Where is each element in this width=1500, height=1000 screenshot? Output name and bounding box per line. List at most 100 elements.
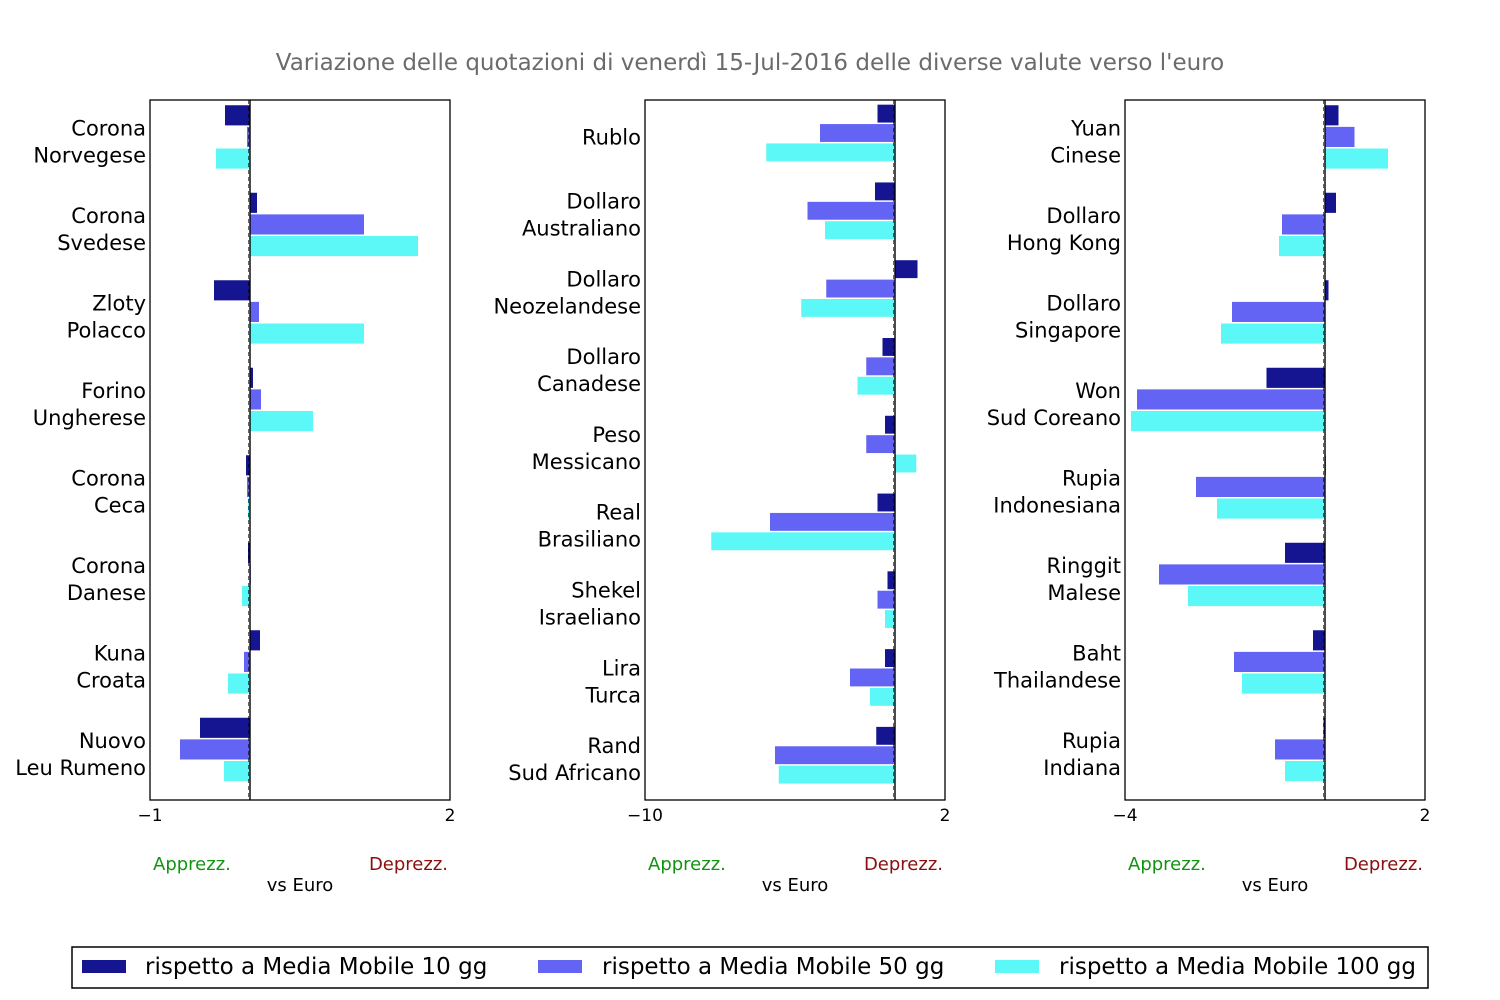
bar-0-7-s2 [224, 761, 250, 782]
bar-2-6-s0 [1313, 630, 1325, 651]
bar-2-7-s1 [1275, 739, 1325, 760]
legend-swatch-50gg [538, 960, 582, 973]
category-label-2-1-0: Dollaro [1046, 204, 1121, 228]
bar-1-7-s0 [885, 649, 895, 667]
x-tick-label-0-0: −1 [137, 806, 162, 826]
x-axis-label-2: vs Euro [1242, 875, 1309, 896]
bar-1-5-s2 [711, 532, 895, 551]
plot-frame-1 [644, 99, 946, 801]
category-label-2-3-1: Sud Coreano [987, 406, 1121, 430]
bar-0-1-s2 [250, 236, 418, 257]
bar-1-6-s1 [877, 590, 895, 609]
bar-0-3-s2 [250, 411, 313, 432]
bar-1-0-s0 [877, 104, 895, 123]
category-label-0-6-0: Kuna [94, 642, 146, 666]
bar-0-5-s0 [248, 542, 250, 563]
bar-0-4-s0 [246, 455, 250, 476]
category-label-2-0-1: Cinese [1050, 144, 1121, 168]
category-label-2-0-0: Yuan [1070, 117, 1121, 141]
x-tick-label-1-0: −10 [627, 806, 663, 826]
category-label-0-1-1: Svedese [57, 231, 146, 255]
bar-0-2-s1 [250, 301, 259, 322]
bar-2-4-s2 [1217, 498, 1325, 519]
category-label-1-8-0: Rand [587, 734, 641, 758]
bar-1-8-s2 [778, 765, 895, 784]
category-label-0-4-1: Ceca [94, 494, 146, 518]
bar-1-3-s2 [857, 376, 895, 395]
category-label-2-4-0: Rupia [1062, 467, 1121, 491]
bar-1-5-s1 [770, 512, 895, 531]
chart-title: Variazione delle quotazioni di venerdì 1… [276, 50, 1224, 76]
bar-0-6-s1 [244, 651, 250, 672]
bar-2-6-s2 [1242, 673, 1325, 694]
category-label-1-3-0: Dollaro [566, 345, 641, 369]
category-label-1-1-1: Australiano [522, 217, 641, 241]
category-label-1-2-0: Dollaro [566, 267, 641, 291]
bar-2-5-s2 [1188, 586, 1325, 607]
category-label-2-1-1: Hong Kong [1007, 231, 1121, 255]
panel-europe: Corona Norvegese Corona Svedese Zloty Polacco… [15, 99, 456, 896]
category-label-0-3-0: Forino [81, 379, 146, 403]
x-axis-label-0: vs Euro [267, 875, 334, 896]
bar-1-4-s2 [895, 454, 917, 473]
bar-0-1-s0 [250, 192, 257, 213]
bar-1-1-s1 [807, 201, 895, 220]
bar-1-4-s1 [866, 435, 895, 454]
category-label-0-2-0: Zloty [92, 292, 146, 316]
category-label-1-4-0: Peso [592, 423, 641, 447]
category-label-0-2-1: Polacco [67, 319, 146, 343]
category-label-2-6-0: Baht [1072, 642, 1121, 666]
category-label-0-4-0: Corona [71, 467, 146, 491]
category-label-0-7-0: Nuovo [79, 729, 146, 753]
category-label-1-6-0: Shekel [571, 579, 641, 603]
bar-0-0-s2 [216, 148, 250, 169]
bar-1-2-s2 [801, 299, 895, 317]
bar-2-0-s1 [1325, 126, 1355, 147]
bar-2-3-s2 [1131, 411, 1325, 432]
bar-1-6-s0 [887, 571, 895, 590]
bar-2-2-s0 [1325, 280, 1329, 301]
bar-1-6-s2 [885, 610, 895, 628]
apprezz-label-0: Apprezz. [153, 854, 231, 875]
category-label-0-5-0: Corona [71, 554, 146, 578]
bar-2-4-s1 [1196, 476, 1325, 497]
panel-asia: Yuan Cinese Dollaro Hong Kong Dollaro Singapo… [987, 99, 1431, 896]
bar-0-7-s1 [180, 739, 250, 760]
bar-0-3-s1 [250, 389, 261, 410]
bar-2-3-s1 [1137, 389, 1325, 410]
bar-2-1-s0 [1325, 192, 1336, 213]
x-axis-label-1: vs Euro [762, 875, 829, 896]
bar-1-0-s2 [766, 143, 895, 162]
category-label-0-5-1: Danese [67, 581, 146, 605]
bar-1-2-s1 [826, 279, 895, 298]
legend: rispetto a Media Mobile 10 gg rispetto a… [71, 946, 1429, 989]
category-label-1-2-1: Neozelandese [493, 294, 641, 318]
category-label-0-0-0: Corona [71, 117, 146, 141]
category-label-1-0-0: Rublo [582, 125, 641, 149]
legend-frame [71, 946, 1429, 989]
bar-2-0-s2 [1325, 148, 1388, 169]
bar-2-1-s1 [1282, 214, 1325, 235]
category-label-2-5-0: Ringgit [1047, 554, 1121, 578]
panel-emerging: Rublo Dollaro Australiano Dollaro Neozelande… [493, 99, 950, 896]
category-label-0-0-1: Norvegese [33, 144, 146, 168]
category-label-2-6-1: Thailandese [993, 669, 1121, 693]
deprezz-label-0: Deprezz. [369, 854, 448, 875]
apprezz-label-1: Apprezz. [648, 854, 726, 875]
category-label-2-5-1: Malese [1047, 581, 1121, 605]
bar-2-7-s2 [1285, 761, 1325, 782]
x-tick-label-0-1: 2 [445, 806, 456, 826]
deprezz-label-2: Deprezz. [1344, 854, 1423, 875]
bar-0-2-s2 [250, 323, 364, 344]
category-label-0-7-1: Leu Rumeno [15, 756, 146, 780]
category-label-0-1-0: Corona [71, 204, 146, 228]
bar-2-6-s1 [1234, 651, 1325, 672]
bar-1-7-s2 [870, 687, 895, 706]
bar-1-0-s1 [820, 124, 895, 142]
x-tick-label-2-1: 2 [1420, 806, 1431, 826]
category-label-1-7-1: Turca [584, 683, 641, 707]
bar-2-0-s0 [1325, 105, 1339, 126]
bar-2-3-s0 [1266, 367, 1325, 388]
category-label-1-5-0: Real [596, 501, 641, 525]
category-label-2-3-0: Won [1075, 379, 1121, 403]
